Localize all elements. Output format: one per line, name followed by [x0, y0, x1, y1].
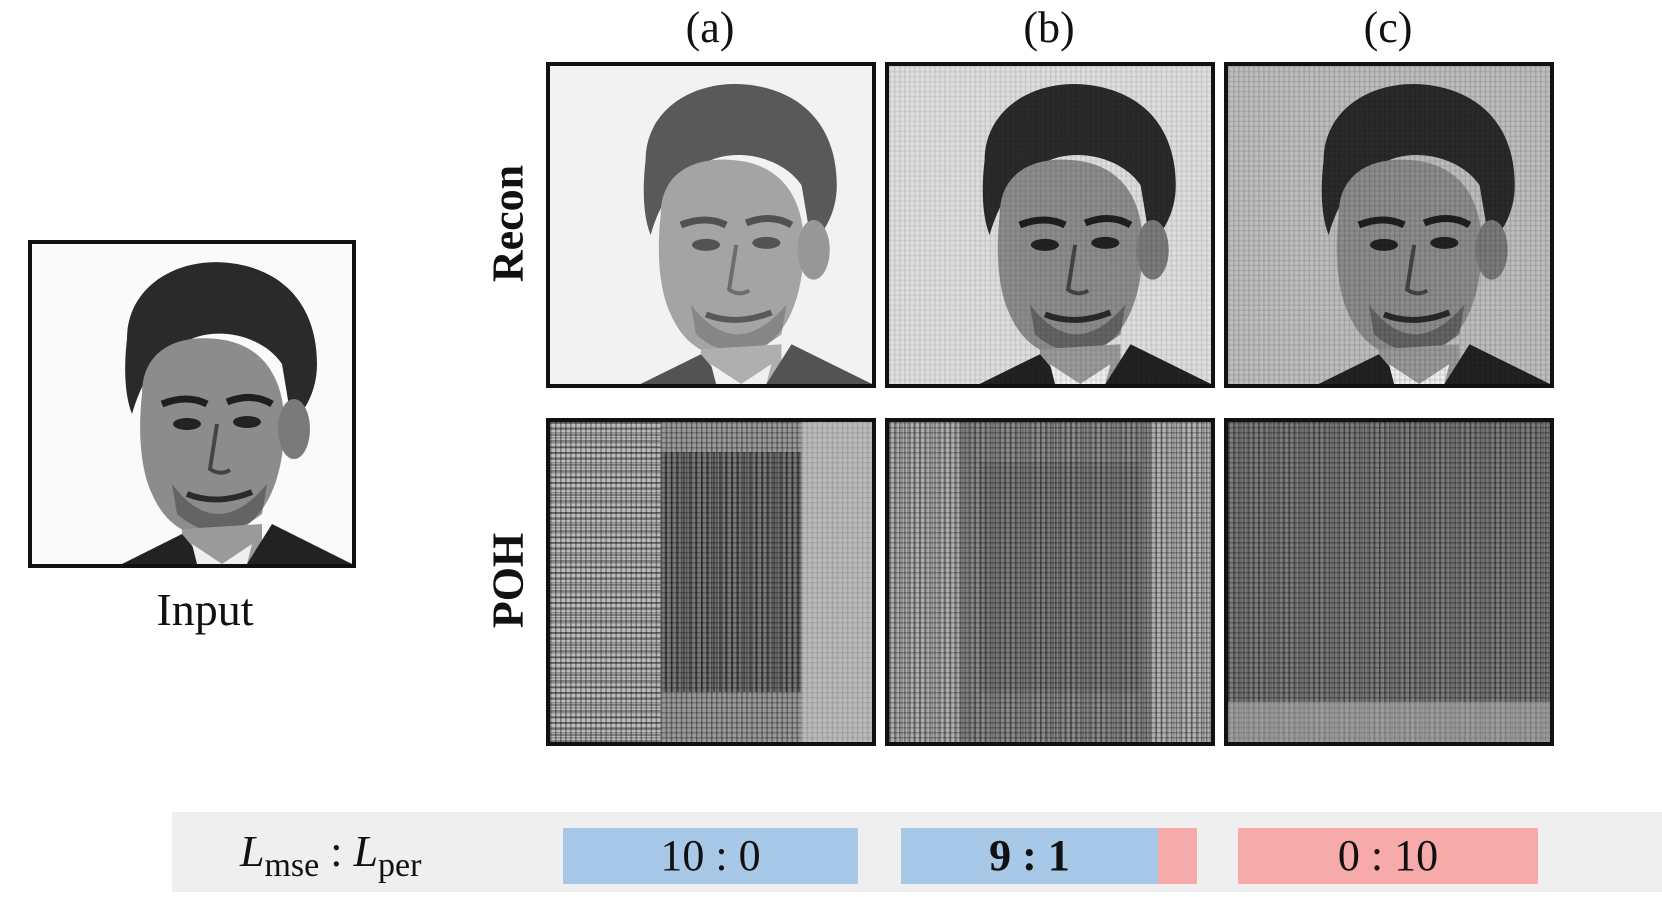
poh-image-b	[885, 418, 1215, 746]
mse-loss-subscript: mse	[264, 846, 320, 884]
ratio-value-b: 9 : 1	[989, 831, 1070, 880]
recon-image-b	[885, 62, 1215, 388]
input-caption: Input	[156, 584, 254, 635]
column-label-a: (a)	[685, 3, 735, 52]
ratio-box-b-mse: 9 : 1	[901, 828, 1158, 884]
poh-image-a	[546, 418, 876, 746]
mse-loss-symbol: L	[240, 827, 265, 876]
ratio-value-c: 0 : 10	[1337, 831, 1439, 880]
ratio-box-b-per	[1158, 828, 1197, 884]
row-label-recon: Recon	[483, 164, 533, 283]
column-label-c: (c)	[1363, 3, 1413, 52]
ratio-box-c: 0 : 10	[1238, 828, 1538, 884]
per-loss-subscript: per	[377, 846, 422, 884]
recon-image-a	[546, 62, 876, 388]
row-label-poh: POH	[483, 532, 533, 629]
column-label-b: (b)	[1023, 3, 1075, 52]
input-image	[28, 240, 356, 568]
ratio-box-a: 10 : 0	[563, 828, 858, 884]
loss-ratio-label: Lmse : Lper	[240, 826, 421, 885]
per-loss-symbol: L	[353, 827, 378, 876]
ratio-value-a: 10 : 0	[660, 831, 761, 880]
poh-image-c	[1224, 418, 1554, 746]
ratio-separator: :	[319, 827, 354, 876]
recon-image-c	[1224, 62, 1554, 388]
